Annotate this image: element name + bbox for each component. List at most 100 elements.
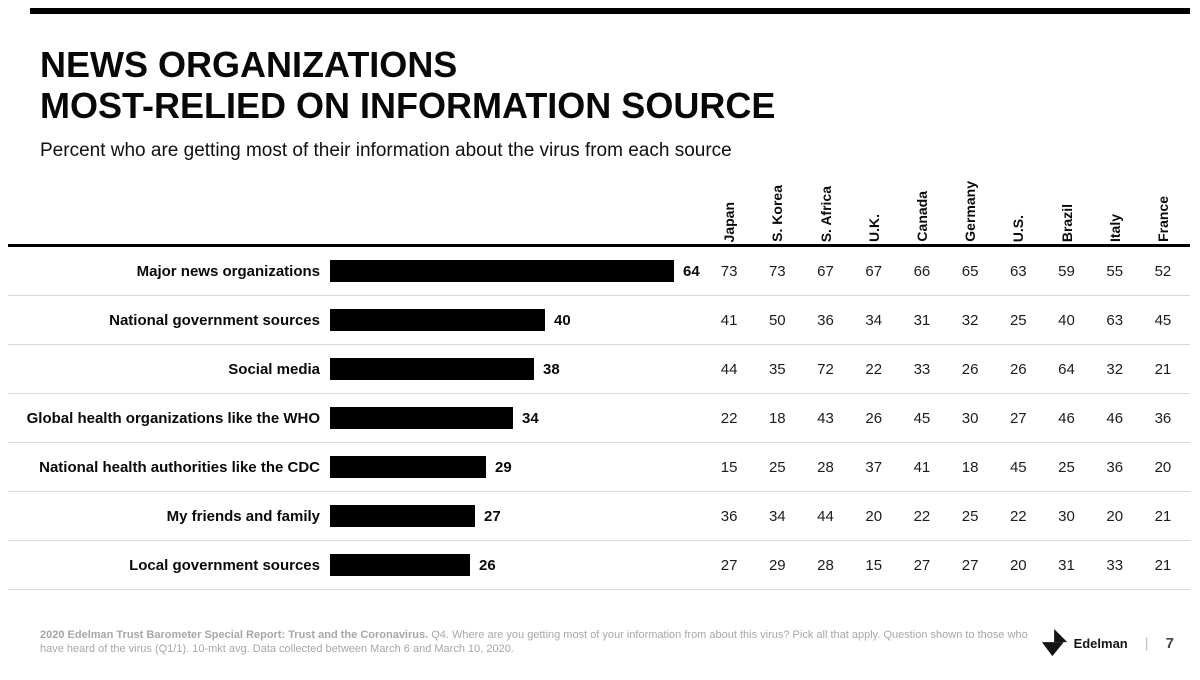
country-value: 31: [913, 311, 931, 329]
country-header: S. Africa: [801, 154, 849, 242]
country-value: 63: [1106, 311, 1124, 329]
country-value: 27: [720, 556, 738, 574]
country-value: 43: [817, 409, 834, 427]
country-value: 33: [1106, 556, 1124, 574]
country-value: 73: [768, 262, 786, 280]
avg-bar-value: 26: [479, 556, 496, 574]
country-value: 36: [1154, 409, 1172, 427]
country-value: 33: [913, 360, 931, 378]
avg-bar: [330, 505, 475, 527]
avg-bar-value: 34: [522, 409, 539, 427]
country-value: 34: [768, 507, 786, 525]
country-value: 26: [961, 360, 979, 378]
country-header-label: U.S.: [1010, 214, 1027, 242]
country-value: 20: [865, 507, 883, 525]
country-value: 36: [1106, 458, 1124, 476]
country-value: 36: [720, 507, 738, 525]
row-label: National government sources: [109, 311, 320, 329]
country-value: 41: [913, 458, 931, 476]
country-value: 67: [865, 262, 883, 280]
country-value: 30: [1058, 507, 1075, 525]
edelman-logo-icon: [1041, 629, 1067, 657]
country-value: 37: [865, 458, 883, 476]
country-value: 30: [961, 409, 979, 427]
country-value: 44: [817, 507, 834, 525]
country-value: 21: [1154, 507, 1172, 525]
avg-bar-value: 40: [554, 311, 571, 329]
country-value: 72: [817, 360, 834, 378]
top-accent-bar: [30, 8, 1190, 14]
row-cells: 44 35 72 22 33 26 26 64 32 21: [705, 345, 1187, 393]
country-value: 52: [1154, 262, 1172, 280]
country-value: 64: [1058, 360, 1075, 378]
country-value: 55: [1106, 262, 1124, 280]
row-cells: 27 29 28 15 27 27 20 31 33 21: [705, 541, 1187, 589]
country-value: 41: [720, 311, 738, 329]
row-cells: 41 50 36 34 31 32 25 40 63 45: [705, 296, 1187, 344]
table-row: Local government sources 26 27 29 28 15 27 27…: [8, 541, 1190, 590]
country-value: 27: [913, 556, 931, 574]
row-cells: 22 18 43 26 45 30 27 46 46 36: [705, 394, 1187, 442]
country-value: 22: [913, 507, 931, 525]
country-value: 46: [1106, 409, 1124, 427]
country-value: 44: [720, 360, 738, 378]
avg-bar: [330, 407, 513, 429]
avg-bar-value: 29: [495, 458, 512, 476]
avg-bar-value: 64: [683, 262, 700, 280]
country-header: Brazil: [1042, 154, 1090, 242]
country-header-label: Brazil: [1058, 203, 1075, 242]
avg-bar: [330, 260, 674, 282]
country-value: 63: [1009, 262, 1027, 280]
avg-bar: [330, 554, 470, 576]
country-header-label: Germany: [962, 181, 979, 242]
country-value: 27: [1009, 409, 1027, 427]
row-cells: 15 25 28 37 41 18 45 25 36 20: [705, 443, 1187, 491]
country-value: 15: [865, 556, 883, 574]
page-title: NEWS ORGANIZATIONS MOST-RELIED ON INFORM…: [40, 44, 775, 126]
country-value: 28: [817, 458, 834, 476]
row-label: National health authorities like the CDC: [39, 458, 320, 476]
country-value: 35: [768, 360, 786, 378]
country-value: 50: [768, 311, 786, 329]
country-header: Japan: [705, 154, 753, 242]
country-value: 22: [720, 409, 738, 427]
table-row: Social media 38 44 35 72 22 33 26 26 64 32 21: [8, 345, 1190, 394]
country-value: 46: [1058, 409, 1075, 427]
brand-divider: |: [1144, 634, 1149, 652]
country-value: 59: [1058, 262, 1075, 280]
country-header-label: S. Africa: [817, 185, 834, 242]
country-value: 36: [817, 311, 834, 329]
country-value: 40: [1058, 311, 1075, 329]
country-value: 66: [913, 262, 931, 280]
table-row: National health authorities like the CDC…: [8, 443, 1190, 492]
row-label: Major news organizations: [136, 262, 320, 280]
page-title-line2: MOST-RELIED ON INFORMATION SOURCE: [40, 85, 776, 126]
country-value: 25: [768, 458, 786, 476]
table-row: Major news organizations 64 73 73 67 67 66 65…: [8, 247, 1190, 296]
country-value: 21: [1154, 360, 1172, 378]
country-value: 29: [768, 556, 786, 574]
country-value: 45: [913, 409, 931, 427]
avg-bar: [330, 456, 486, 478]
avg-bar-value: 38: [543, 360, 560, 378]
footnote-bold: 2020 Edelman Trust Barometer Special Rep…: [40, 629, 429, 641]
country-value: 20: [1106, 507, 1124, 525]
country-header: Canada: [898, 154, 946, 242]
country-header: Germany: [946, 154, 994, 242]
country-header-label: France: [1154, 196, 1171, 242]
country-value: 25: [1058, 458, 1075, 476]
row-label: Global health organizations like the WHO: [26, 409, 320, 427]
country-value: 26: [865, 409, 883, 427]
country-value: 34: [865, 311, 883, 329]
table-row: National government sources 40 41 50 36 34 3…: [8, 296, 1190, 345]
country-header-label: Japan: [721, 201, 738, 242]
country-header-label: Canada: [913, 191, 930, 242]
country-header-label: Italy: [1106, 213, 1123, 242]
country-header-label: U.K.: [865, 214, 882, 242]
country-value: 25: [961, 507, 979, 525]
country-value: 21: [1154, 556, 1172, 574]
row-cells: 36 34 44 20 22 25 22 30 20 21: [705, 492, 1187, 540]
row-label: Local government sources: [129, 556, 320, 574]
country-header: U.K.: [850, 154, 898, 242]
page-number: 7: [1165, 634, 1174, 652]
